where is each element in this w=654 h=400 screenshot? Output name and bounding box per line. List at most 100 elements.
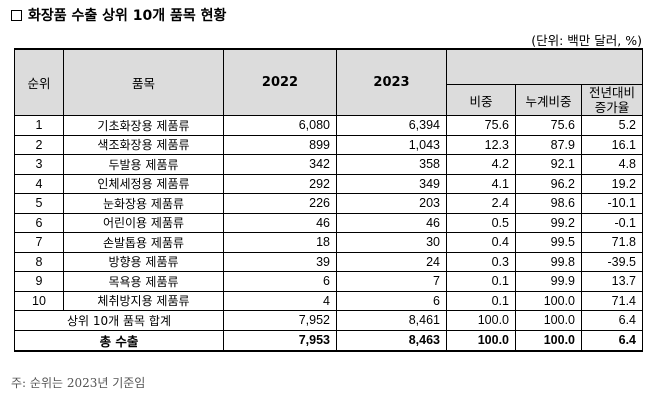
cell-item: 방향용 제품류	[63, 251, 224, 272]
cell-2022: 46	[223, 212, 337, 233]
subtotal-y2023: 8,461	[336, 310, 447, 331]
unit-label: (단위: 백만 달러, %)	[531, 33, 642, 48]
header-2023: 2023	[336, 48, 447, 116]
cell-2022: 226	[223, 193, 337, 214]
total-share: 100.0	[446, 329, 516, 352]
table-row: 4 인체세정용 제품류 292 349 4.1 96.2 19.2	[14, 173, 644, 194]
cell-2023: 358	[336, 154, 447, 175]
subtotal-y2022: 7,952	[223, 310, 337, 331]
cell-cumulative: 87.9	[515, 134, 582, 155]
cell-share: 2.4	[446, 193, 516, 214]
table-row: 7 손발톱용 제품류 18 30 0.4 99.5 71.8	[14, 232, 644, 253]
total-cumulative: 100.0	[515, 329, 582, 352]
title-text: 화장품 수출 상위 10개 품목 현황	[28, 8, 227, 24]
cell-2023: 7	[336, 271, 447, 292]
cell-growth: 71.4	[580, 290, 644, 311]
cell-item: 손발톱용 제품류	[63, 232, 224, 253]
total-label: 총 수출	[14, 329, 224, 352]
table-row: 3 두발용 제품류 342 358 4.2 92.1 4.8	[14, 154, 644, 175]
cell-2022: 39	[223, 251, 337, 272]
subtotal-label: 상위 10개 품목 합계	[14, 310, 224, 331]
cell-growth: -0.1	[580, 212, 644, 233]
cell-share: 0.1	[446, 290, 516, 311]
table-title: 화장품 수출 상위 10개 품목 현황	[11, 5, 226, 25]
table-row: 6 어린이용 제품류 46 46 0.5 99.2 -0.1	[14, 212, 644, 233]
cell-cumulative: 100.0	[515, 290, 582, 311]
total-y2022: 7,953	[223, 329, 337, 352]
cell-cumulative: 99.8	[515, 251, 582, 272]
cell-cumulative: 96.2	[515, 173, 582, 194]
cell-share: 4.2	[446, 154, 516, 175]
table-row: 2 색조화장용 제품류 899 1,043 12.3 87.9 16.1	[14, 134, 644, 155]
cell-rank: 10	[14, 290, 64, 311]
cell-cumulative: 99.5	[515, 232, 582, 253]
cell-item: 목욕용 제품류	[63, 271, 224, 292]
cell-growth: 13.7	[580, 271, 644, 292]
cell-share: 0.1	[446, 271, 516, 292]
cell-share: 4.1	[446, 173, 516, 194]
cell-growth: -10.1	[580, 193, 644, 214]
header-growth: 전년대비 증가율	[580, 84, 644, 116]
cell-rank: 7	[14, 232, 64, 253]
cell-growth: 71.8	[580, 232, 644, 253]
table-row: 8 방향용 제품류 39 24 0.3 99.8 -39.5	[14, 251, 644, 272]
cell-item: 기초화장용 제품류	[63, 115, 224, 136]
cell-2023: 6,394	[336, 115, 447, 136]
table-row: 1 기초화장용 제품류 6,080 6,394 75.6 75.6 5.2	[14, 115, 644, 136]
cell-2023: 1,043	[336, 134, 447, 155]
total-growth: 6.4	[580, 329, 644, 352]
cell-growth: 16.1	[580, 134, 644, 155]
cell-2023: 24	[336, 251, 447, 272]
cell-share: 12.3	[446, 134, 516, 155]
subtotal-growth: 6.4	[580, 310, 644, 331]
cell-2023: 203	[336, 193, 447, 214]
cell-2023: 30	[336, 232, 447, 253]
table-row: 9 목욕용 제품류 6 7 0.1 99.9 13.7	[14, 271, 644, 292]
header-share: 비중	[446, 84, 516, 116]
cell-2023: 349	[336, 173, 447, 194]
cell-2022: 292	[223, 173, 337, 194]
header-cumulative: 누계비중	[515, 84, 582, 116]
cell-growth: 4.8	[580, 154, 644, 175]
cell-rank: 1	[14, 115, 64, 136]
header-item: 품목	[63, 48, 224, 116]
cell-item: 체취방지용 제품류	[63, 290, 224, 311]
export-table: 순위 품목 2022 2023 비중 누계비중 전년대비 증가율 1 기초화장용 …	[14, 48, 644, 352]
cell-share: 0.5	[446, 212, 516, 233]
cell-growth: 19.2	[580, 173, 644, 194]
cell-2022: 4	[223, 290, 337, 311]
cell-2023: 46	[336, 212, 447, 233]
table-body: 1 기초화장용 제품류 6,080 6,394 75.6 75.6 5.2 2 색조화장용 제품…	[14, 115, 644, 352]
cell-cumulative: 92.1	[515, 154, 582, 175]
subtotal-row: 상위 10개 품목 합계 7,952 8,461 100.0 100.0 6.4	[14, 310, 644, 331]
cell-cumulative: 99.2	[515, 212, 582, 233]
cell-rank: 3	[14, 154, 64, 175]
cell-item: 인체세정용 제품류	[63, 173, 224, 194]
cell-2022: 6	[223, 271, 337, 292]
cell-share: 0.4	[446, 232, 516, 253]
total-row: 총 수출 7,953 8,463 100.0 100.0 6.4	[14, 329, 644, 352]
subtotal-cumulative: 100.0	[515, 310, 582, 331]
cell-rank: 6	[14, 212, 64, 233]
total-y2023: 8,463	[336, 329, 447, 352]
cell-cumulative: 75.6	[515, 115, 582, 136]
cell-2022: 899	[223, 134, 337, 155]
cell-item: 어린이용 제품류	[63, 212, 224, 233]
cell-item: 두발용 제품류	[63, 154, 224, 175]
subtotal-share: 100.0	[446, 310, 516, 331]
cell-rank: 9	[14, 271, 64, 292]
header-spacer	[445, 48, 644, 85]
cell-item: 색조화장용 제품류	[63, 134, 224, 155]
header-rank: 순위	[14, 48, 64, 116]
table-row: 10 체취방지용 제품류 4 6 0.1 100.0 71.4	[14, 290, 644, 311]
cell-rank: 4	[14, 173, 64, 194]
checkbox-square-icon	[11, 9, 22, 21]
cell-growth: -39.5	[580, 251, 644, 272]
cell-2022: 18	[223, 232, 337, 253]
cell-cumulative: 98.6	[515, 193, 582, 214]
cell-2023: 6	[336, 290, 447, 311]
cell-rank: 8	[14, 251, 64, 272]
cell-2022: 342	[223, 154, 337, 175]
cell-2022: 6,080	[223, 115, 337, 136]
cell-share: 0.3	[446, 251, 516, 272]
